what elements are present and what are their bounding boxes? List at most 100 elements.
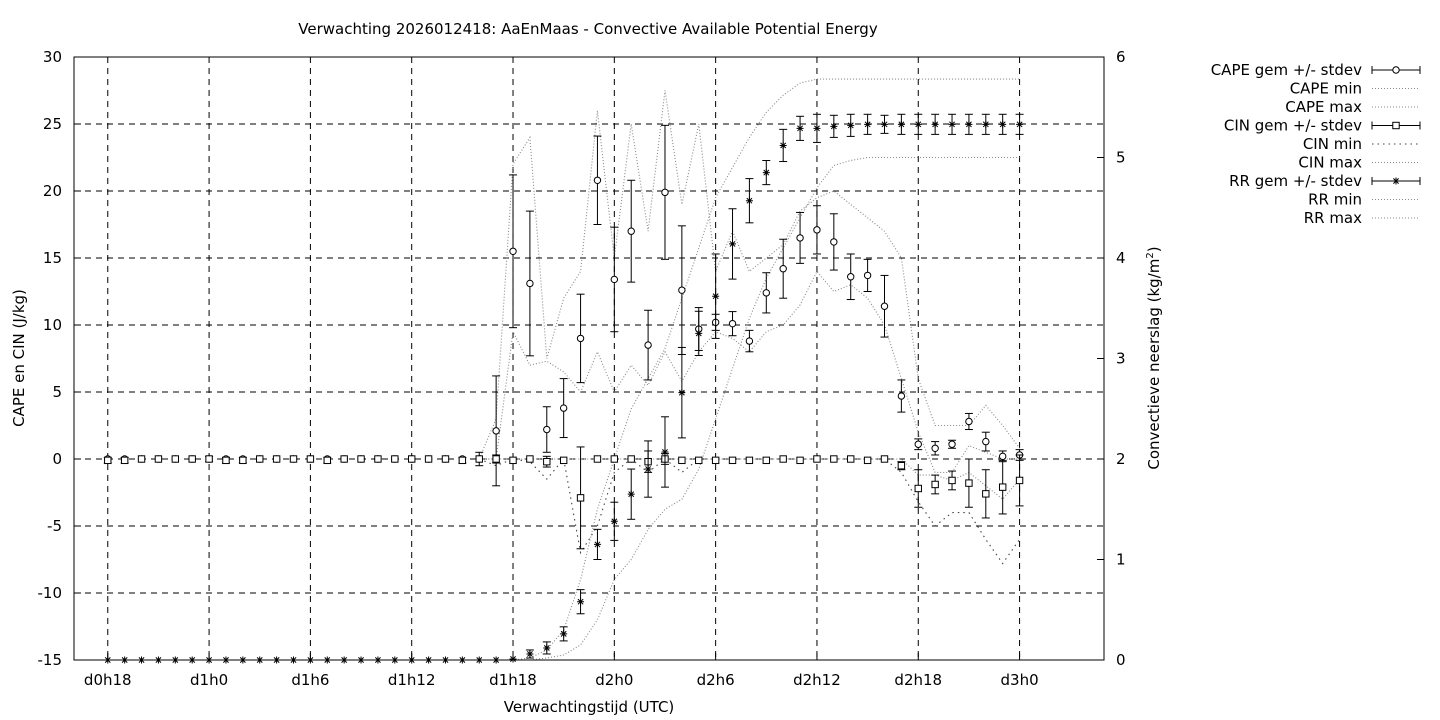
x-tick-label: d1h0 bbox=[190, 671, 228, 689]
x-tick-label: d1h18 bbox=[489, 671, 537, 689]
cin-point bbox=[171, 455, 180, 463]
legend-label: CAPE gem +/- stdev bbox=[1211, 61, 1362, 79]
rr-point bbox=[576, 589, 585, 615]
cin-marker bbox=[154, 455, 163, 463]
cape-marker bbox=[745, 337, 754, 345]
cin-marker bbox=[745, 456, 754, 465]
rr-point bbox=[981, 113, 990, 135]
cin-marker bbox=[1015, 476, 1024, 485]
cape-point bbox=[728, 311, 737, 337]
cin-marker bbox=[357, 455, 365, 463]
x-tick-label: d1h6 bbox=[291, 671, 329, 689]
x-tick-label: d2h18 bbox=[894, 671, 942, 689]
cape-marker bbox=[965, 417, 973, 426]
cape-marker bbox=[526, 279, 534, 288]
cape-marker bbox=[796, 234, 804, 242]
rr-point bbox=[677, 346, 686, 439]
y2-tick-label: 6 bbox=[1116, 48, 1126, 66]
rr-marker bbox=[982, 120, 990, 128]
rr-point bbox=[829, 114, 838, 138]
cape-marker bbox=[492, 427, 500, 435]
cin-marker bbox=[374, 455, 382, 463]
cin-point bbox=[221, 456, 230, 465]
rr-point bbox=[846, 113, 855, 137]
cape-point bbox=[745, 329, 754, 353]
cape-marker bbox=[998, 452, 1007, 461]
cin-point bbox=[745, 456, 754, 465]
legend-label: CAPE min bbox=[1290, 80, 1362, 98]
rr-point bbox=[1015, 113, 1024, 135]
y-tick-label: 15 bbox=[43, 249, 62, 267]
cin-point bbox=[441, 455, 450, 463]
rr-marker bbox=[543, 644, 551, 652]
cin-marker bbox=[796, 456, 804, 465]
cin-point bbox=[238, 456, 247, 465]
y2-axis-label: Convectieve neerslag (kg/m2) bbox=[1145, 246, 1163, 469]
legend-marker bbox=[1392, 121, 1400, 130]
cin-marker bbox=[830, 455, 838, 463]
cin-marker bbox=[526, 455, 534, 463]
min-max-curves bbox=[478, 78, 1021, 661]
cin-point bbox=[914, 469, 923, 508]
rr-marker bbox=[712, 292, 720, 300]
rr-point bbox=[762, 160, 771, 186]
rr-marker bbox=[779, 141, 787, 149]
rr-marker bbox=[796, 124, 804, 132]
cin-marker bbox=[982, 490, 990, 498]
cin-point bbox=[103, 456, 112, 465]
cape-point bbox=[846, 253, 855, 301]
cin-point bbox=[779, 455, 787, 463]
curve-cin-max bbox=[479, 458, 1021, 500]
cape-point bbox=[779, 238, 788, 299]
cape-marker bbox=[543, 425, 551, 434]
cin-point bbox=[998, 459, 1007, 515]
cape-point bbox=[914, 438, 923, 451]
rr-marker bbox=[644, 465, 652, 473]
cape-point bbox=[981, 431, 990, 452]
legend-item: CIN min bbox=[1303, 135, 1420, 153]
cin-point bbox=[830, 455, 838, 463]
cin-marker bbox=[391, 455, 399, 463]
y-tick-label: 30 bbox=[43, 48, 62, 66]
cin-marker bbox=[762, 456, 770, 465]
rr-marker bbox=[678, 389, 686, 397]
cin-point bbox=[593, 455, 602, 463]
y-tick-label: 25 bbox=[43, 115, 62, 133]
y2-tick-label: 5 bbox=[1116, 149, 1126, 167]
cape-point bbox=[897, 379, 906, 413]
y-tick-label: 20 bbox=[43, 182, 62, 200]
cin-point bbox=[323, 456, 332, 465]
cin-marker bbox=[593, 455, 602, 463]
cin-point bbox=[762, 456, 770, 465]
curve-rr-max bbox=[479, 78, 1020, 661]
rr-point bbox=[863, 113, 872, 135]
cin-marker bbox=[289, 455, 298, 463]
cape-point bbox=[677, 225, 686, 355]
cin-point bbox=[492, 454, 501, 464]
y-tick-label: -10 bbox=[38, 584, 63, 602]
cin-point bbox=[695, 456, 703, 465]
cin-marker bbox=[695, 456, 703, 465]
rr-point bbox=[897, 113, 906, 135]
cin-point bbox=[542, 455, 551, 468]
cin-marker bbox=[897, 462, 906, 470]
cape-marker bbox=[931, 444, 939, 452]
cin-point bbox=[711, 456, 720, 465]
cin-marker bbox=[306, 455, 315, 463]
rr-marker bbox=[593, 540, 601, 548]
cin-point bbox=[475, 451, 484, 467]
cin-point bbox=[880, 455, 889, 463]
chart-title: Verwachting 2026012418: AaEnMaas - Conve… bbox=[298, 20, 878, 38]
series-cape bbox=[104, 124, 1024, 487]
cin-point bbox=[948, 470, 957, 491]
cin-marker bbox=[323, 456, 331, 465]
cape-point bbox=[509, 174, 518, 329]
y-tick-label: 5 bbox=[52, 383, 62, 401]
rr-point bbox=[644, 440, 653, 498]
curve-rr-min bbox=[479, 156, 1020, 661]
cin-point bbox=[458, 456, 467, 465]
cin-point bbox=[813, 455, 821, 463]
rr-point bbox=[728, 208, 737, 280]
rr-marker bbox=[577, 598, 585, 606]
